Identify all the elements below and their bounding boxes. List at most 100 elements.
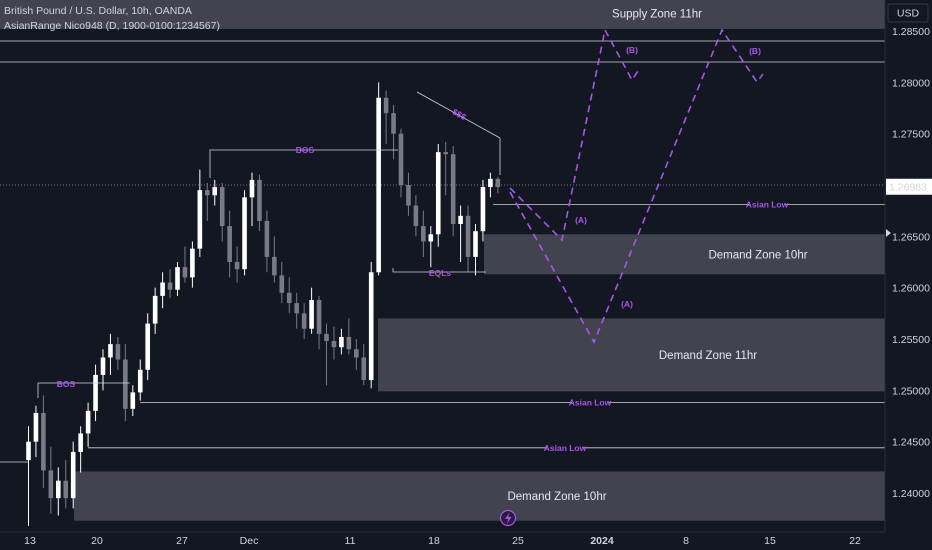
candle-11[interactable] xyxy=(100,349,106,391)
candle-21[interactable] xyxy=(175,262,180,296)
candle-23[interactable] xyxy=(190,241,195,288)
candle-45[interactable] xyxy=(354,339,359,370)
x-tick-7: 25 xyxy=(512,535,524,547)
candle-12[interactable] xyxy=(108,333,113,375)
candle-43[interactable] xyxy=(339,328,344,355)
candle-48[interactable] xyxy=(376,82,381,276)
candle-body-37 xyxy=(294,303,299,314)
candle-52[interactable] xyxy=(406,172,411,216)
candle-7[interactable] xyxy=(70,441,76,509)
candle-38[interactable] xyxy=(301,303,307,339)
candle-62[interactable] xyxy=(480,179,486,242)
candle-22[interactable] xyxy=(182,246,188,283)
wave-a-label-1: (A) xyxy=(575,215,587,225)
candle-46[interactable] xyxy=(361,344,367,386)
candle-body-38 xyxy=(301,313,307,329)
current-price-bg xyxy=(886,178,932,195)
bos-line-2[interactable] xyxy=(209,149,398,178)
candle-3[interactable] xyxy=(41,395,46,488)
candle-37[interactable] xyxy=(294,292,299,329)
candle-56[interactable] xyxy=(435,143,441,247)
zone-3[interactable] xyxy=(378,318,885,392)
zone-1[interactable] xyxy=(0,0,885,29)
candle-35[interactable] xyxy=(279,262,285,304)
candle-17[interactable] xyxy=(145,313,150,381)
candle-body-10 xyxy=(93,374,98,411)
candle-51[interactable] xyxy=(398,128,404,198)
candle-28[interactable] xyxy=(227,210,232,278)
currency-label[interactable]: USD xyxy=(897,8,920,20)
candle-32[interactable] xyxy=(257,174,262,232)
candle-55[interactable] xyxy=(428,226,434,268)
candle-50[interactable] xyxy=(391,104,396,160)
candle-49[interactable] xyxy=(383,90,389,144)
candle-36[interactable] xyxy=(286,277,292,314)
candle-57[interactable] xyxy=(443,141,448,196)
candle-42[interactable] xyxy=(331,326,337,360)
candle-body-35 xyxy=(279,275,285,293)
bos-label-2: BOS xyxy=(296,145,315,155)
candle-25[interactable] xyxy=(205,182,210,221)
candle-26[interactable] xyxy=(212,179,218,206)
candle-body-17 xyxy=(145,323,150,370)
candle-6[interactable] xyxy=(63,460,69,509)
y-tick-3: 1.27500 xyxy=(892,129,930,141)
zone-label-1: Supply Zone 11hr xyxy=(612,9,702,21)
candle-9[interactable] xyxy=(85,402,91,447)
candle-body-7 xyxy=(70,451,76,499)
candle-59[interactable] xyxy=(458,205,463,262)
candle-20[interactable] xyxy=(167,269,173,298)
candle-34[interactable] xyxy=(272,236,277,283)
candle-27[interactable] xyxy=(219,182,225,242)
eqls-line[interactable] xyxy=(392,268,486,273)
candle-58[interactable] xyxy=(450,145,456,237)
candle-body-51 xyxy=(398,133,404,185)
candle-44[interactable] xyxy=(346,318,352,355)
candle-body-36 xyxy=(286,292,292,304)
candle-24[interactable] xyxy=(197,169,203,257)
candle-40[interactable] xyxy=(316,295,322,350)
candle-54[interactable] xyxy=(421,210,426,257)
zone-4[interactable] xyxy=(74,471,885,521)
candle-2[interactable] xyxy=(33,405,39,458)
candle-61[interactable] xyxy=(473,224,478,276)
candle-body-25 xyxy=(205,190,210,196)
candle-41[interactable] xyxy=(324,323,329,386)
candle-33[interactable] xyxy=(264,210,270,273)
x-tick-10: 15 xyxy=(764,535,776,547)
candle-64[interactable] xyxy=(495,176,501,194)
candle-47[interactable] xyxy=(368,262,374,389)
candle-29[interactable] xyxy=(234,246,240,283)
candle-8[interactable] xyxy=(78,426,83,473)
lightning-icon[interactable] xyxy=(499,509,517,527)
bos-line-1[interactable] xyxy=(37,382,130,398)
candle-body-63 xyxy=(488,178,493,188)
candle-16[interactable] xyxy=(137,359,143,401)
candle-body-23 xyxy=(190,248,195,278)
candle-5[interactable] xyxy=(56,467,61,516)
liquidity-line[interactable] xyxy=(416,91,501,139)
candle-39[interactable] xyxy=(309,287,314,334)
candle-13[interactable] xyxy=(115,336,121,370)
candle-53[interactable] xyxy=(413,195,419,237)
candle-31[interactable] xyxy=(249,172,255,227)
candle-body-2 xyxy=(33,412,39,442)
candle-1[interactable] xyxy=(26,426,31,526)
y-tick-2: 1.28000 xyxy=(892,77,930,89)
candle-15[interactable] xyxy=(130,385,136,416)
candle-body-13 xyxy=(115,344,121,360)
candle-63[interactable] xyxy=(488,172,493,198)
projection-path-2 xyxy=(509,28,764,344)
candle-60[interactable] xyxy=(465,205,471,273)
x-tick-4: Dec xyxy=(240,535,259,547)
candle-18[interactable] xyxy=(152,287,158,334)
y-tick-6: 1.26000 xyxy=(892,283,930,295)
candle-10[interactable] xyxy=(93,364,98,422)
candle-4[interactable] xyxy=(48,446,54,514)
candle-19[interactable] xyxy=(160,272,165,309)
wave-b-label-2: (B) xyxy=(749,46,761,56)
zone-2[interactable] xyxy=(484,234,885,275)
candle-30[interactable] xyxy=(242,190,247,276)
